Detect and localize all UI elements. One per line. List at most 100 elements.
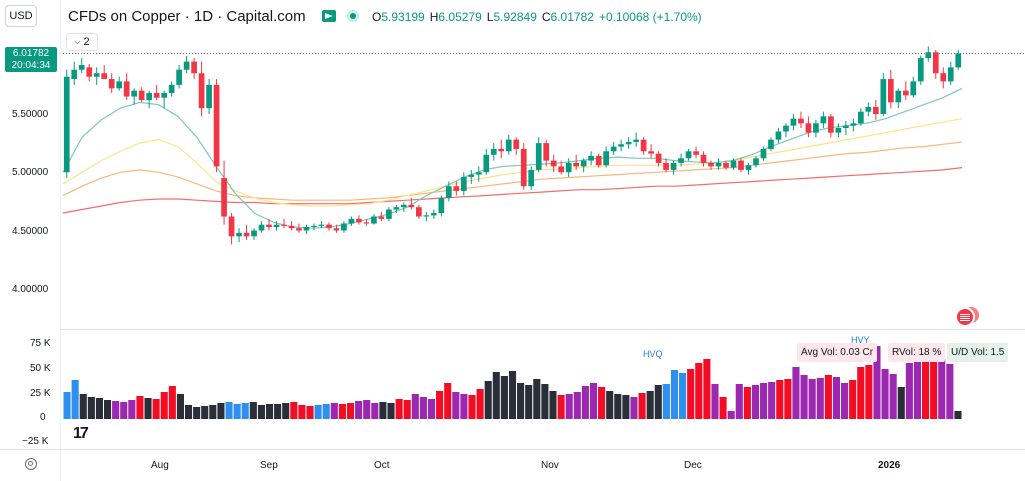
volume-bar [103,400,112,419]
candle-body [580,160,587,167]
candle-body [648,151,654,154]
candle-body [363,222,370,224]
volume-bar [387,403,395,419]
time-tick: Oct [374,460,390,471]
candle-body [288,225,295,229]
volume-bar [841,383,849,419]
volume-bar [816,378,824,419]
time-axis-border [0,449,1025,450]
chevron-down-icon: ⌵ [74,37,81,46]
volume-bar [922,359,930,419]
volume-bar [889,374,897,419]
candle-body [228,216,235,237]
candle-body [895,90,902,103]
volume-bar [363,400,371,419]
volume-bar [768,382,776,419]
candle-body [670,162,677,170]
volume-bar [411,394,419,419]
volume-bar [881,369,889,419]
volume-bar [614,394,622,419]
flag-icon[interactable] [322,10,336,22]
candle-body [318,224,325,226]
ohlc-key: H [429,10,439,24]
candle-body [281,224,287,226]
volume-bar [63,392,71,419]
candle-body [730,160,737,168]
candle-body [932,52,939,74]
price-tick: 5.50000 [12,109,49,120]
candle-body [198,73,205,109]
candle-body [828,116,834,133]
candle-body [101,73,108,80]
candle-body [775,131,782,140]
volume-bar [735,384,743,419]
tradingview-logo[interactable]: 17 [73,425,89,442]
volume-bar [265,404,274,419]
candle-body [356,218,362,223]
ohlc-value: 5.93199 [381,10,425,24]
ohlc-value: 6.05279 [438,10,482,24]
candle-body [176,69,182,85]
candle-body [535,143,542,170]
candle-body [386,209,392,219]
candle-body [63,76,70,173]
candle-body [460,176,467,191]
volume-bar [338,404,346,419]
volume-bar [857,367,865,419]
volume-bar [792,367,800,419]
candle-body [243,232,250,237]
candle-body [528,169,535,187]
ema-long-line [62,167,963,214]
candle-body [550,160,557,167]
pane-separator[interactable] [60,329,1025,330]
volume-bar [954,411,962,419]
candle-body [86,67,93,77]
candle-body [393,207,400,210]
volume-tick: 25 K [30,388,51,399]
candle-body [378,216,385,219]
candle-body [401,204,407,208]
gear-icon[interactable] [25,458,37,470]
volume-bar [565,394,573,419]
indicators-toggle-button[interactable]: ⌵ 2 [66,33,98,51]
candle-body [236,232,242,237]
candle-body [693,151,699,155]
volume-bar [679,373,687,419]
ema-fast-line [62,87,963,229]
market-status-icon[interactable] [347,10,359,22]
candle-body [865,107,872,112]
time-tick: Dec [684,460,702,471]
volume-bar [630,397,638,419]
volume-bar [112,401,120,419]
volume-bar [444,383,452,419]
volume-bar [598,387,606,419]
candle-body [123,81,130,97]
candle-body [723,162,729,168]
volume-bar [638,393,646,419]
currency-button[interactable]: USD [5,5,37,27]
volume-bar [517,383,525,419]
volume-bar [581,386,589,419]
volume-bar [500,376,508,419]
volume-bar [419,397,427,419]
candle-body [910,81,917,96]
candle-body [558,166,565,173]
candle-body [850,123,857,126]
volume-bar [873,346,881,419]
volume-bar [379,402,387,419]
economic-event-icon[interactable] [955,305,981,329]
volume-bar [322,404,330,419]
rvol-label: RVol: 18 % [888,343,946,362]
candle-body [685,151,692,159]
candle-body [71,69,78,80]
ohlc-values: O5.93199 H6.05279 L5.92849 C6.01782 +0.10068… [372,10,707,24]
candle-body [423,215,430,217]
volume-bar [209,405,217,419]
candle-body [303,227,310,231]
candle-body [588,155,595,161]
candle-body [887,79,894,103]
candle-body [221,178,227,217]
symbol-title[interactable]: CFDs on Copper · 1D · Capital.com [68,8,306,25]
volume-bar [938,359,946,419]
